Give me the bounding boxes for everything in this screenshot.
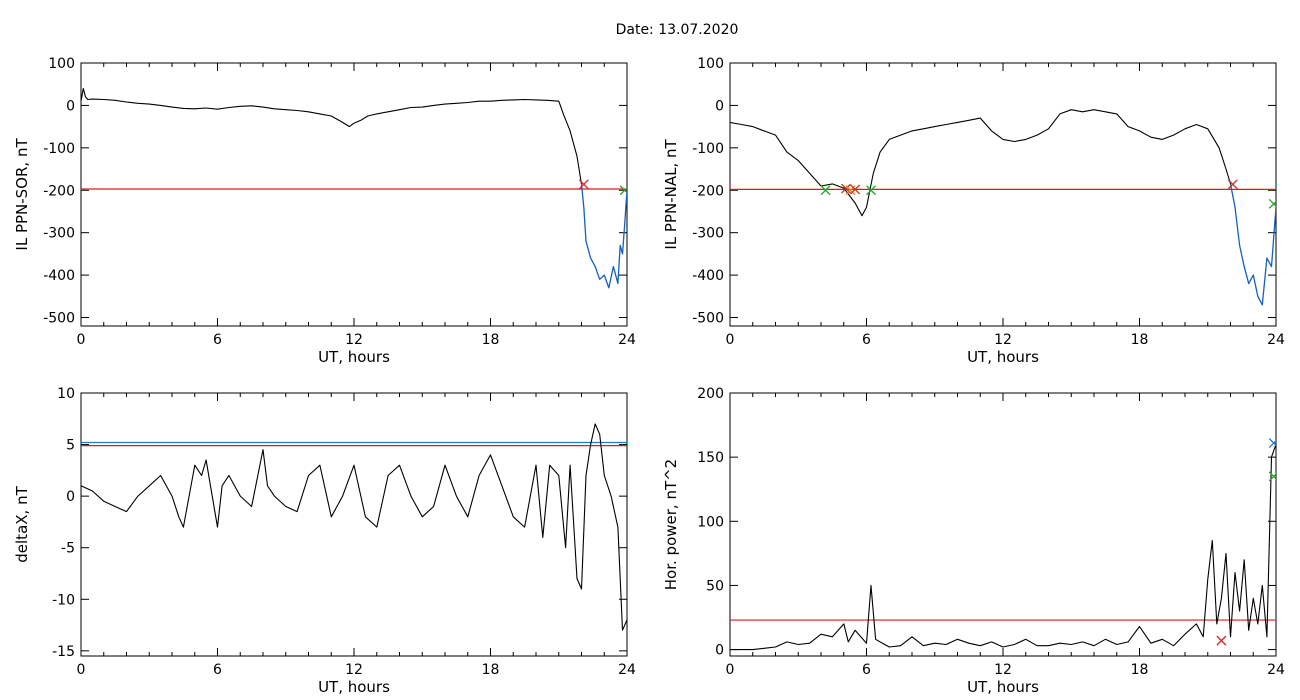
y-axis-title: deltaX, nT: [13, 485, 31, 562]
series-line-highlight: [580, 184, 627, 289]
y-tick-label: 100: [48, 56, 75, 72]
event-marker: [820, 185, 831, 196]
series-line-highlight: [1229, 183, 1276, 306]
panel-il-ppn-sor: 0 6 12 18 24 100 0 -100 -200 -300 -400 -500 UT, hour…: [13, 56, 636, 366]
y-tick-label: -200: [43, 183, 75, 199]
x-tick-label: 6: [213, 332, 222, 348]
plot-frame: [729, 392, 1277, 657]
y-tick-label: -500: [692, 311, 724, 327]
y-tick-label: -400: [43, 268, 75, 284]
event-marker: [866, 185, 877, 196]
y-axis-title: Hor. power, nT^2: [662, 459, 680, 590]
panel-deltax: 0 6 12 18 24 10 5 0 -5 -10 -15 UT, hours deltaX, nT: [13, 386, 636, 696]
plot-frame: [80, 62, 628, 327]
y-tick-label: 5: [66, 438, 75, 454]
y-tick-label: -15: [52, 644, 75, 660]
series-line: [81, 423, 627, 631]
event-marker: [850, 184, 861, 195]
y-tick-label: 100: [697, 56, 724, 72]
y-tick-label: 200: [697, 386, 724, 402]
x-tick-label: 0: [77, 662, 86, 678]
event-marker: [1227, 179, 1238, 190]
x-tick-label: 18: [482, 662, 500, 678]
y-axis-title: IL PPN-SOR, nT: [13, 138, 31, 251]
series-line: [81, 87, 583, 185]
figure-title: Date: 13.07.2020: [616, 22, 739, 38]
plot-frame: [80, 392, 628, 657]
x-tick-label: 24: [1267, 332, 1285, 348]
y-tick-label: -500: [43, 311, 75, 327]
x-tick-label: 12: [994, 332, 1012, 348]
y-tick-label: 0: [715, 643, 724, 659]
x-tick-label: 6: [862, 662, 871, 678]
plot-area: [81, 423, 627, 631]
series-line: [730, 444, 1276, 651]
x-tick-label: 0: [726, 662, 735, 678]
x-axis-title: UT, hours: [318, 678, 390, 696]
x-tick-label: 18: [1131, 662, 1149, 678]
x-tick-label: 24: [1267, 662, 1285, 678]
y-tick-label: -10: [52, 592, 75, 608]
y-tick-label: -400: [692, 268, 724, 284]
x-tick-label: 24: [618, 662, 636, 678]
y-tick-label: 100: [697, 514, 724, 530]
x-tick-label: 12: [345, 662, 363, 678]
y-tick-label: 10: [57, 386, 75, 402]
y-tick-label: 0: [715, 98, 724, 114]
y-tick-label: -100: [43, 141, 75, 157]
y-tick-label: -100: [692, 141, 724, 157]
plot-area: [730, 438, 1276, 651]
y-tick-label: 0: [66, 489, 75, 505]
plot-area: [730, 109, 1276, 306]
x-axis-title: UT, hours: [967, 348, 1039, 366]
event-marker: [1268, 471, 1276, 482]
event-marker: [1268, 198, 1276, 209]
panel-il-ppn-nal: 0 6 12 18 24 100 0 -100 -200 -300 -400 -500 UT, hour…: [662, 56, 1285, 366]
x-tick-label: 12: [994, 662, 1012, 678]
x-axis-title: UT, hours: [318, 348, 390, 366]
x-tick-label: 6: [213, 662, 222, 678]
x-tick-label: 6: [862, 332, 871, 348]
event-marker: [1216, 635, 1227, 646]
x-tick-label: 12: [345, 332, 363, 348]
x-tick-label: 18: [1131, 332, 1149, 348]
series-line: [730, 109, 1232, 217]
event-marker: [619, 185, 627, 196]
y-tick-label: 150: [697, 450, 724, 466]
panel-hor-power: 0 6 12 18 24 200 150 100 50 0 UT, hours Hor. power,…: [662, 386, 1285, 696]
plot-area: [81, 87, 627, 289]
y-tick-label: 50: [706, 578, 724, 594]
plot-frame: [729, 62, 1277, 327]
y-axis-title: IL PPN-NAL, nT: [662, 139, 680, 250]
x-tick-label: 0: [77, 332, 86, 348]
y-tick-label: -5: [61, 541, 75, 557]
event-marker: [1268, 438, 1276, 448]
y-tick-label: 0: [66, 98, 75, 114]
x-tick-label: 24: [618, 332, 636, 348]
y-tick-label: -200: [692, 183, 724, 199]
y-tick-label: -300: [43, 226, 75, 242]
event-marker: [578, 179, 589, 190]
y-tick-label: -300: [692, 226, 724, 242]
x-tick-label: 0: [726, 332, 735, 348]
x-axis-title: UT, hours: [967, 678, 1039, 696]
x-tick-label: 18: [482, 332, 500, 348]
